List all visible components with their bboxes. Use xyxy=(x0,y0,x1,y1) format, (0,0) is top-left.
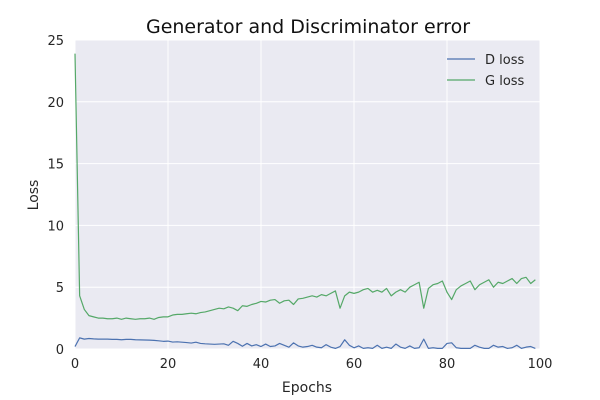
y-tick-label: 10 xyxy=(47,219,64,234)
y-axis-label: Loss xyxy=(26,180,42,211)
plot-area xyxy=(75,40,540,349)
x-tick-label: 100 xyxy=(528,357,553,372)
legend: D loss G loss xyxy=(447,53,525,89)
y-tick-label: 15 xyxy=(47,158,64,173)
x-tick-label: 60 xyxy=(346,357,363,372)
legend-label-d-loss: D loss xyxy=(485,53,524,68)
chart-title: Generator and Discriminator error xyxy=(146,16,470,38)
legend-label-g-loss: G loss xyxy=(485,74,525,89)
series-line-g-loss xyxy=(74,53,536,320)
x-axis-label: Epochs xyxy=(282,380,332,396)
x-tick-label: 20 xyxy=(160,357,177,372)
tick-labels: 0 20 40 60 80 100 0 5 10 15 20 25 xyxy=(47,34,552,372)
x-tick-label: 40 xyxy=(253,357,270,372)
y-tick-label: 5 xyxy=(56,281,64,296)
y-tick-label: 0 xyxy=(56,343,64,358)
y-tick-label: 20 xyxy=(47,96,64,111)
series-lines xyxy=(74,53,536,349)
x-tick-label: 80 xyxy=(439,357,456,372)
series-line-d-loss xyxy=(74,337,536,349)
y-tick-label: 25 xyxy=(47,34,64,49)
grid-lines xyxy=(74,39,541,350)
x-tick-label: 0 xyxy=(71,357,79,372)
